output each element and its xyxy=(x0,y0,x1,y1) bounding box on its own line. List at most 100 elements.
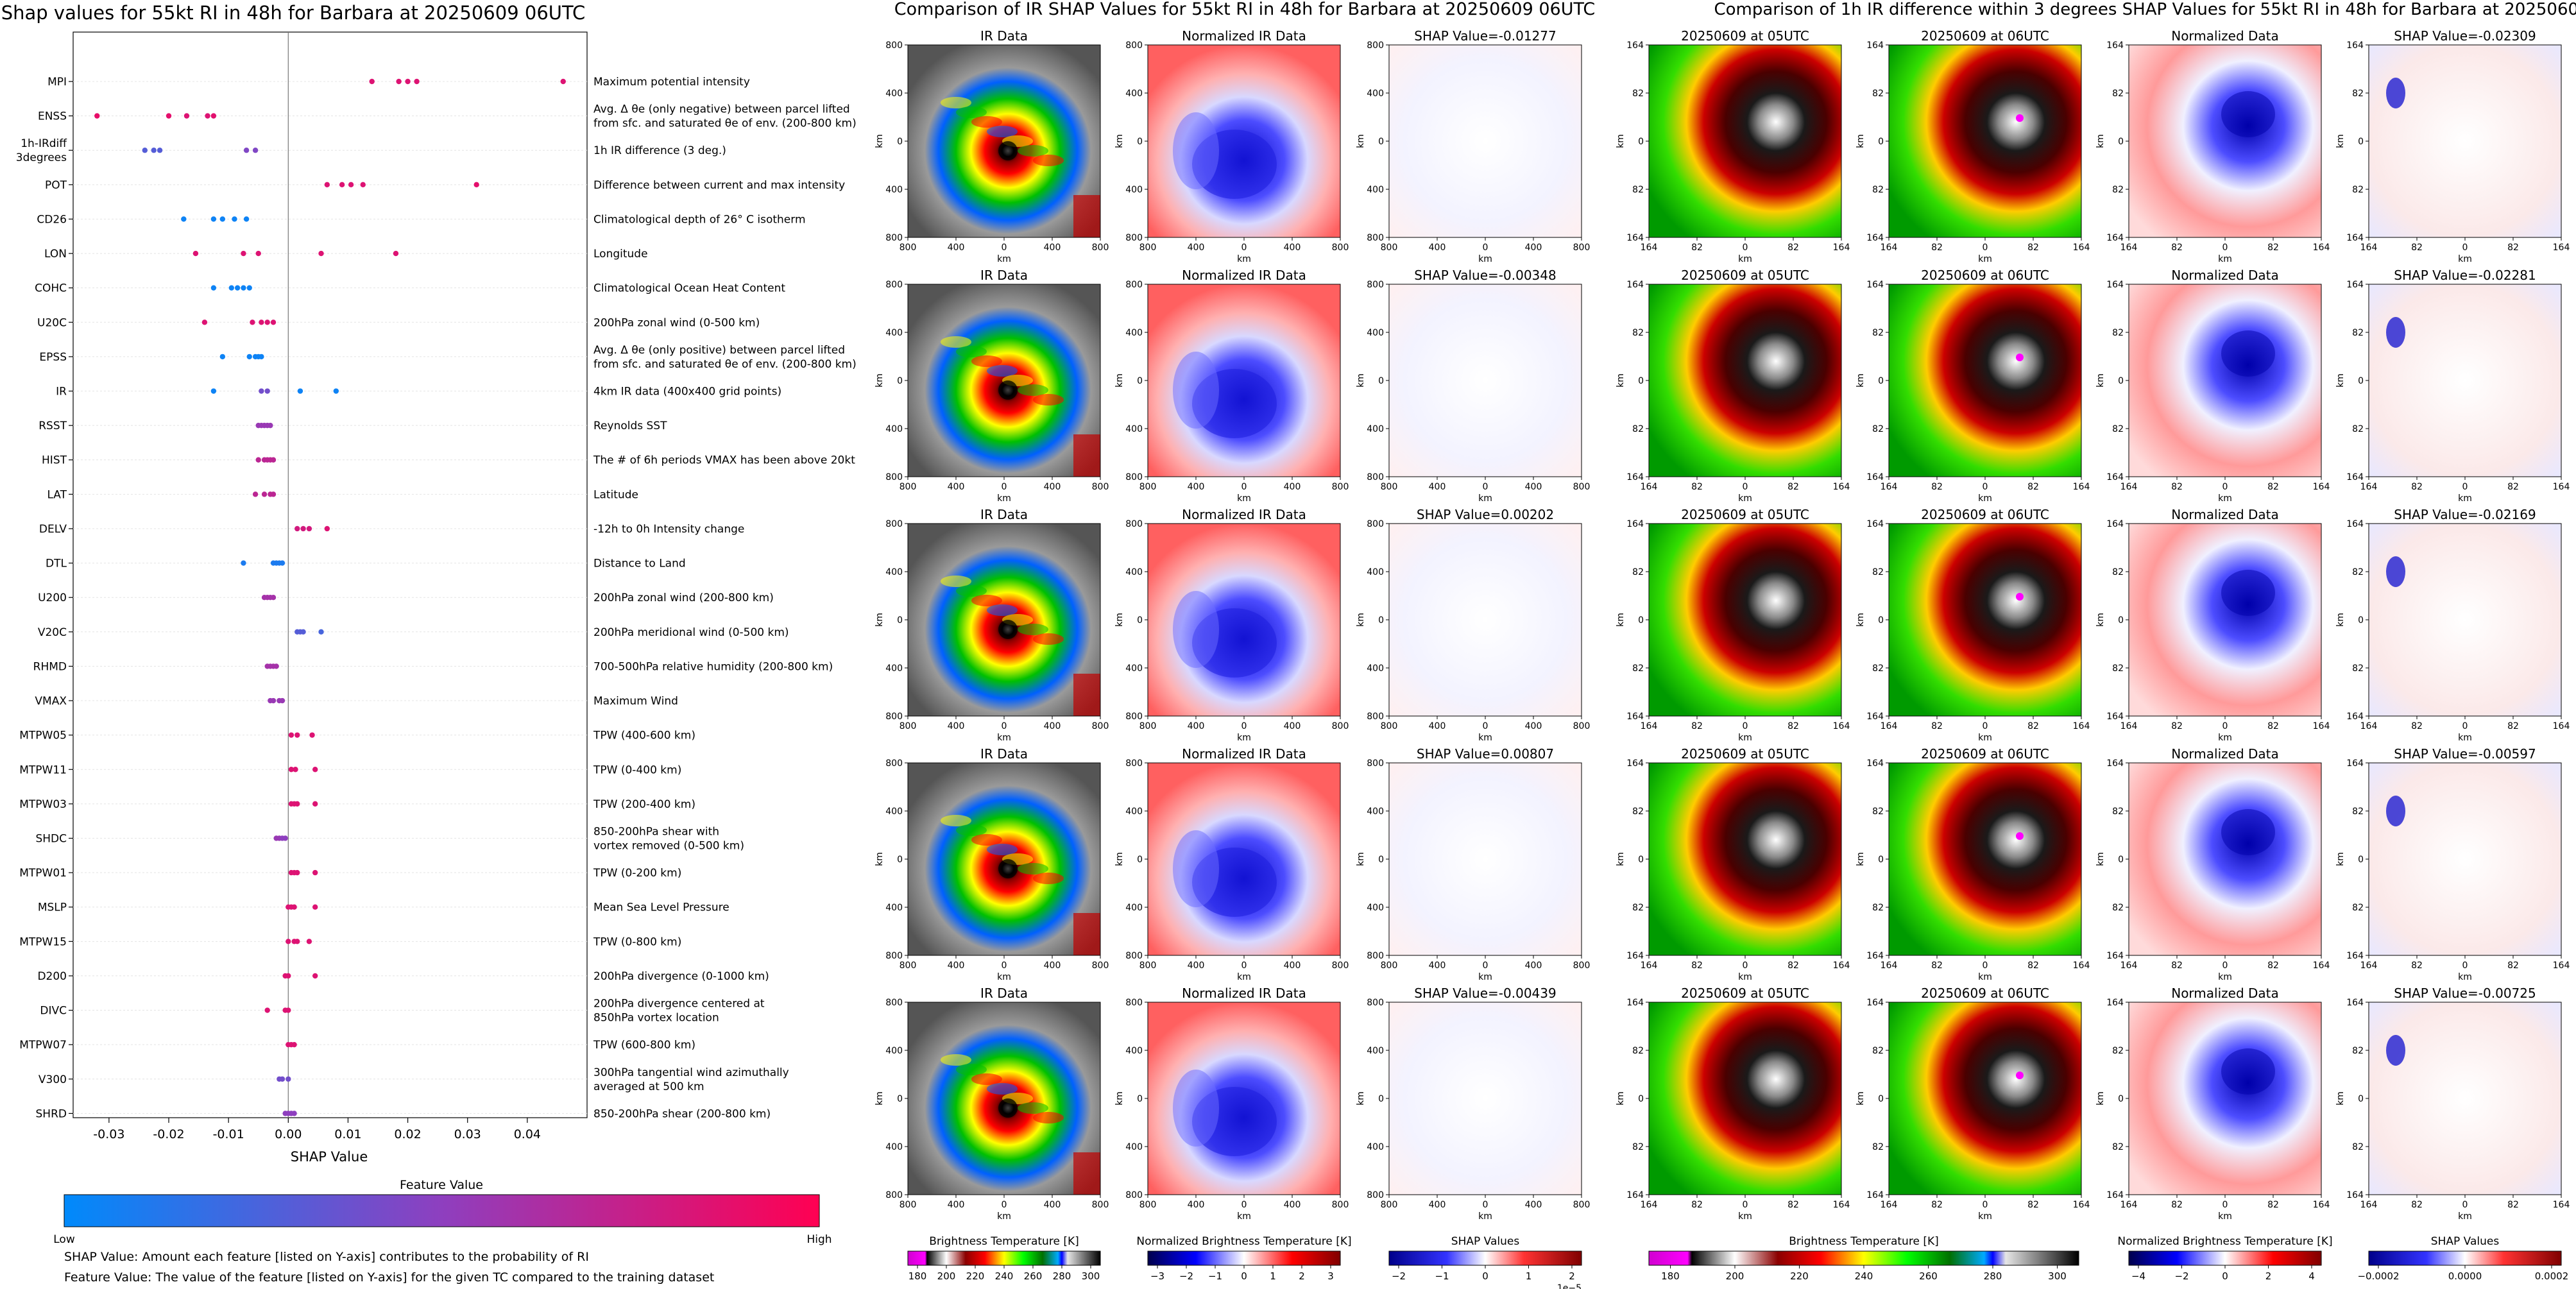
y-tick-label: 400 xyxy=(1125,185,1143,195)
shap-point xyxy=(279,1076,286,1082)
y-tick-label: 0 xyxy=(1137,615,1143,626)
y-tick-label: 164 xyxy=(1866,1190,1884,1200)
feature-description: Avg. Δ θe (only negative) between parcel… xyxy=(593,103,850,116)
cold-band xyxy=(1173,352,1219,429)
cloud-band xyxy=(971,116,1002,128)
x-tick-label: 0 xyxy=(1743,721,1748,731)
y-tick-label: 164 xyxy=(2106,1190,2124,1200)
x-axis-label: km xyxy=(1478,1211,1492,1222)
y-tick-label: 0 xyxy=(897,376,903,386)
cloud-band xyxy=(956,585,987,597)
cloud-band xyxy=(987,365,1018,377)
colorbar-tick-label: 300 xyxy=(2048,1270,2067,1282)
cloud-band xyxy=(1018,145,1048,157)
x-tick-label: 0 xyxy=(1483,482,1488,492)
feature-name: MSLP xyxy=(38,901,67,914)
y-tick-label: 0 xyxy=(1137,376,1143,386)
feature-description: 300hPa tangential wind azimuthally xyxy=(593,1066,789,1079)
subplot-title: 20250609 at 06UTC xyxy=(1921,28,2049,44)
x-axis-label: km xyxy=(997,972,1011,982)
colorbar-tick-label: 260 xyxy=(1919,1270,1938,1282)
shap-point xyxy=(246,354,252,360)
negative-blob xyxy=(2386,78,2405,108)
x-tick-label: 0 xyxy=(2222,960,2228,971)
heatmap-image xyxy=(2129,1002,2321,1195)
y-axis-label: km xyxy=(2335,852,2346,866)
shap-point xyxy=(369,78,375,85)
y-axis-label: km xyxy=(2095,1091,2106,1105)
x-tick-label: 800 xyxy=(1381,960,1398,971)
feature-description: 850-200hPa shear (200-800 km) xyxy=(593,1107,771,1120)
storm-eye xyxy=(998,859,1018,878)
x-tick-label: 82 xyxy=(2411,721,2423,731)
shap-point xyxy=(241,285,246,291)
y-tick-label: 164 xyxy=(2346,758,2364,769)
subplot-title: Normalized Data xyxy=(2171,268,2279,283)
x-axis-label: km xyxy=(1478,972,1492,982)
y-tick-label: 800 xyxy=(885,472,903,482)
x-axis-label: km xyxy=(1237,733,1251,743)
colorbar-tick-label: −3 xyxy=(1150,1270,1164,1282)
heatmap-image xyxy=(1389,763,1582,955)
y-tick-label: 82 xyxy=(2112,185,2124,195)
shap-point xyxy=(273,663,279,669)
feature-name: MTPW15 xyxy=(19,935,67,948)
subplot-title: SHAP Value=-0.02309 xyxy=(2394,28,2536,44)
ir-panel-grid: IR Data Normalized IR Data SHAP Value=-0.0… xyxy=(874,28,1590,1222)
x-axis-label: km xyxy=(1478,733,1492,743)
x-tick-label: 82 xyxy=(1691,243,1703,253)
y-tick-label: 800 xyxy=(885,40,903,51)
x-tick-label: 82 xyxy=(2507,482,2519,492)
x-tick-label: 0 xyxy=(1241,721,1247,731)
feature-name: CD26 xyxy=(37,213,67,226)
shap-point xyxy=(396,78,402,85)
colorbar xyxy=(1388,1251,1582,1266)
feature-name: MTPW11 xyxy=(19,764,67,776)
x-tick-label: 800 xyxy=(1573,960,1591,971)
shap-point xyxy=(324,182,330,188)
feature-name: RSST xyxy=(38,420,67,432)
x-tick-label: 164 xyxy=(2120,1200,2138,1210)
y-tick-label: 164 xyxy=(2346,40,2364,51)
right-title: Comparison of 1h IR difference within 3 … xyxy=(1714,0,2576,19)
x-tick-label: 164 xyxy=(1641,721,1658,731)
feature-description: 200hPa divergence (0-1000 km) xyxy=(593,970,769,983)
y-tick-label: 0 xyxy=(1878,1094,1884,1104)
x-tick-label: 800 xyxy=(1332,721,1349,731)
x-tick-label: 164 xyxy=(1641,482,1658,492)
shap-point xyxy=(270,457,277,463)
y-tick-label: 400 xyxy=(1125,807,1143,817)
x-tick-label: 164 xyxy=(2553,721,2570,731)
x-tick-label: 82 xyxy=(1691,482,1703,492)
y-tick-label: 82 xyxy=(1872,903,1884,913)
colorbar-tick-label: 220 xyxy=(966,1270,985,1282)
colorbar-label: SHAP Values xyxy=(2431,1235,2500,1248)
y-axis-label: km xyxy=(1356,1091,1366,1105)
y-tick-label: 0 xyxy=(2358,137,2364,147)
x-tick-label: 164 xyxy=(2120,243,2138,253)
x-tick-label: 82 xyxy=(1931,960,1943,971)
shap-point xyxy=(228,285,235,291)
y-tick-label: 400 xyxy=(885,567,903,577)
colorbar-tick-label: 3 xyxy=(1327,1270,1334,1282)
y-tick-label: 82 xyxy=(1872,1046,1884,1056)
y-tick-label: 800 xyxy=(1125,519,1143,529)
subplot-title: Normalized Data xyxy=(2171,986,2279,1001)
x-tick-label: 164 xyxy=(2360,243,2378,253)
y-tick-label: 0 xyxy=(2118,376,2124,386)
y-tick-label: 82 xyxy=(1872,328,1884,338)
y-tick-label: 82 xyxy=(1632,663,1644,674)
feature-description: TPW (600-800 km) xyxy=(593,1039,695,1052)
x-axis-label: km xyxy=(2218,972,2232,982)
colorbar-label: Brightness Temperature [K] xyxy=(1789,1235,1938,1248)
negative-blob xyxy=(2386,796,2405,826)
shap-point xyxy=(312,973,318,979)
y-axis-label: km xyxy=(1855,852,1866,866)
shap-point xyxy=(309,732,315,738)
subplot-title: Normalized Data xyxy=(2171,507,2279,522)
y-tick-label: 400 xyxy=(1367,424,1384,434)
x-tick-label: 164 xyxy=(1881,482,1898,492)
y-tick-label: 82 xyxy=(2112,567,2124,577)
colorbar-high: High xyxy=(806,1233,832,1246)
